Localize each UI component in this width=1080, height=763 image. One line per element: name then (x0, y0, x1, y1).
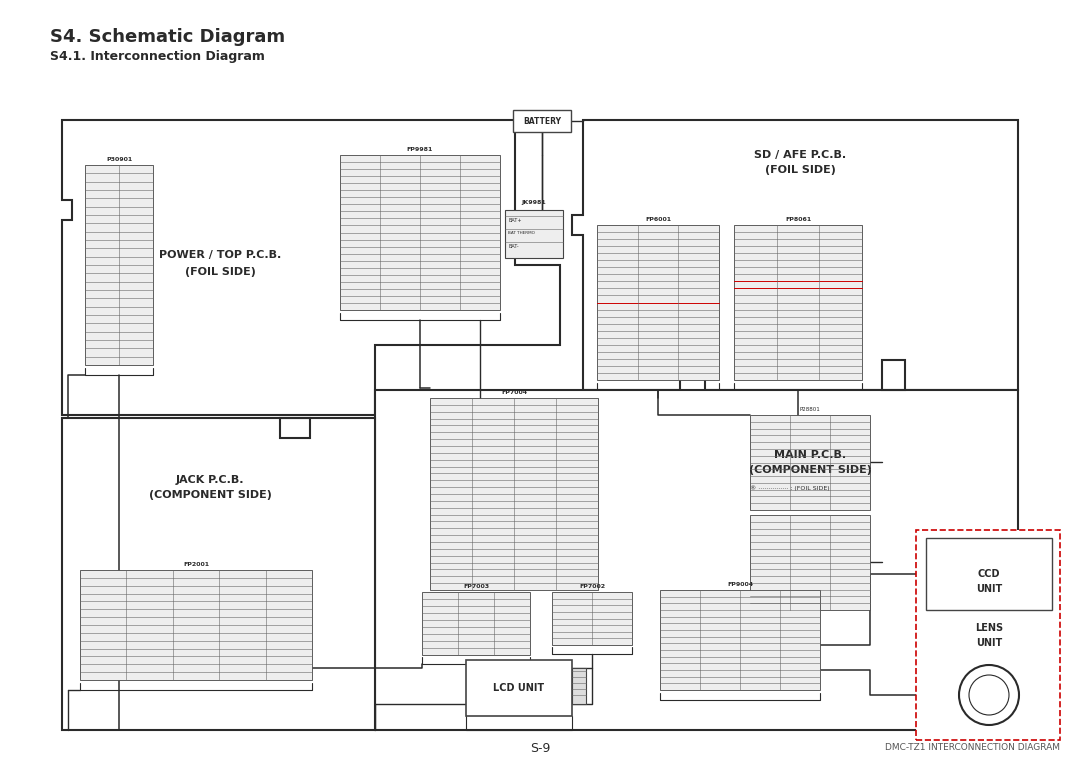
Text: DMC-TZ1 INTERCONNECTION DIAGRAM: DMC-TZ1 INTERCONNECTION DIAGRAM (885, 743, 1059, 752)
Polygon shape (375, 360, 1018, 730)
Bar (572, 668, 586, 704)
Text: CCD: CCD (977, 569, 1000, 579)
Text: FP7003: FP7003 (463, 584, 489, 589)
Text: (COMPONENT SIDE): (COMPONENT SIDE) (748, 465, 872, 475)
Text: SD / AFE P.C.B.: SD / AFE P.C.B. (754, 150, 846, 160)
Text: BATTERY: BATTERY (523, 117, 561, 125)
Text: P30901: P30901 (106, 157, 132, 162)
Text: P28801: P28801 (799, 407, 821, 412)
Text: JK9981: JK9981 (522, 200, 546, 205)
Polygon shape (62, 120, 561, 415)
Text: FP8061: FP8061 (785, 217, 811, 222)
Text: UNIT: UNIT (976, 638, 1002, 648)
Bar (85, 165, 153, 365)
Bar (505, 210, 563, 258)
Bar (465, 660, 572, 716)
Bar (750, 515, 870, 610)
Text: FP9981: FP9981 (407, 147, 433, 152)
Text: UNIT: UNIT (976, 584, 1002, 594)
Bar (422, 592, 530, 655)
Text: LENS: LENS (975, 623, 1003, 633)
Bar (430, 398, 598, 590)
Text: S-9: S-9 (530, 742, 550, 755)
Text: JACK P.C.B.: JACK P.C.B. (176, 475, 244, 485)
Bar (750, 415, 870, 510)
Bar (80, 570, 312, 680)
Text: FP2001: FP2001 (183, 562, 210, 567)
Text: BAT+: BAT+ (508, 217, 522, 223)
Text: (FOIL SIDE): (FOIL SIDE) (185, 267, 256, 277)
Text: BAT THERMO: BAT THERMO (508, 231, 535, 235)
Polygon shape (572, 120, 1018, 390)
Bar (926, 538, 1052, 610)
Bar (513, 110, 571, 132)
Text: BAT-: BAT- (508, 243, 518, 249)
Text: FP9004: FP9004 (727, 582, 753, 587)
Text: FP6001: FP6001 (645, 217, 671, 222)
Bar (916, 530, 1059, 740)
Text: ® ··············· : (FOIL SIDE): ® ··············· : (FOIL SIDE) (750, 485, 829, 491)
Text: LCD UNIT: LCD UNIT (494, 683, 544, 693)
Bar (734, 225, 862, 380)
Text: FP7004: FP7004 (501, 390, 527, 395)
Bar (660, 590, 820, 690)
Bar (597, 225, 719, 380)
Text: (COMPONENT SIDE): (COMPONENT SIDE) (149, 490, 271, 500)
Bar (552, 592, 632, 645)
Text: (FOIL SIDE): (FOIL SIDE) (765, 165, 836, 175)
Polygon shape (62, 418, 375, 730)
Text: FP7002: FP7002 (579, 584, 605, 589)
Text: POWER / TOP P.C.B.: POWER / TOP P.C.B. (159, 250, 281, 260)
Text: MAIN P.C.B.: MAIN P.C.B. (774, 450, 846, 460)
Text: S4.1. Interconnection Diagram: S4.1. Interconnection Diagram (50, 50, 265, 63)
Bar (340, 155, 500, 310)
Text: S4. Schematic Diagram: S4. Schematic Diagram (50, 28, 285, 46)
